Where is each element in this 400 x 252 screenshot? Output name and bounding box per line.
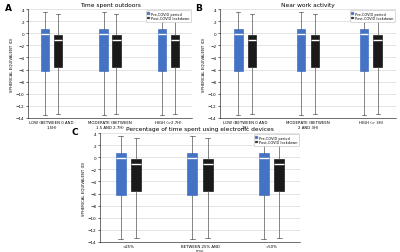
Title: Percentage of time spent using electronic devices: Percentage of time spent using electroni… [126,126,274,131]
Y-axis label: SPHERICAL EQUIVALENT (D): SPHERICAL EQUIVALENT (D) [82,161,86,215]
Legend: Pre-COVID period, Post-COVID lockdown: Pre-COVID period, Post-COVID lockdown [350,11,395,22]
PathPatch shape [171,36,179,68]
PathPatch shape [158,29,166,71]
PathPatch shape [187,153,197,195]
PathPatch shape [373,36,382,68]
PathPatch shape [248,36,256,68]
Legend: Pre-COVID period, Post-COVID lockdown: Pre-COVID period, Post-COVID lockdown [146,11,191,22]
PathPatch shape [203,159,213,191]
PathPatch shape [274,159,284,191]
Text: B: B [195,4,202,13]
PathPatch shape [41,29,49,71]
Legend: Pre-COVID period, Post-COVID lockdown: Pre-COVID period, Post-COVID lockdown [254,135,299,146]
Title: Near work activity: Near work activity [281,3,335,8]
PathPatch shape [297,29,306,71]
PathPatch shape [310,36,319,68]
PathPatch shape [132,159,142,191]
PathPatch shape [54,36,62,68]
PathPatch shape [116,153,126,195]
Text: A: A [5,4,12,13]
PathPatch shape [112,36,120,68]
PathPatch shape [258,153,268,195]
PathPatch shape [100,29,108,71]
Text: C: C [72,127,79,136]
Title: Time spent outdoors: Time spent outdoors [80,3,140,8]
PathPatch shape [360,29,368,71]
Y-axis label: SPHERICAL EQUIVALENT (D): SPHERICAL EQUIVALENT (D) [202,37,206,91]
Y-axis label: SPHERICAL EQUIVALENT (D): SPHERICAL EQUIVALENT (D) [10,37,14,91]
PathPatch shape [234,29,243,71]
